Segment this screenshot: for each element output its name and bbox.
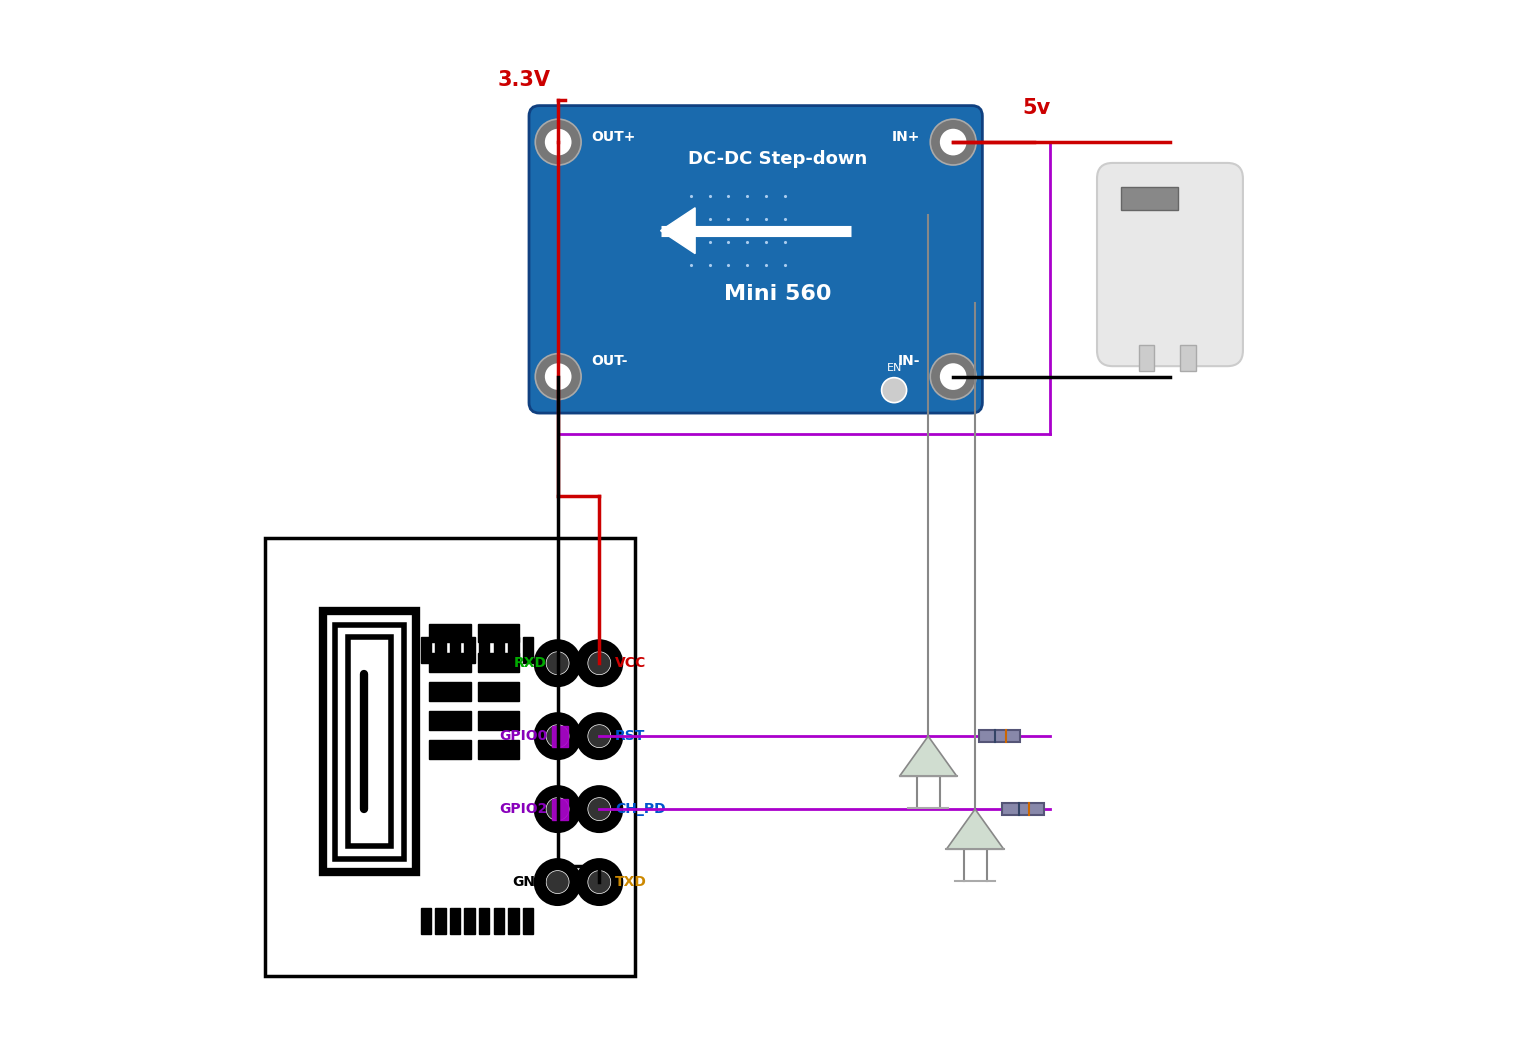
Circle shape [588, 870, 611, 893]
Bar [450, 637, 460, 664]
Circle shape [545, 130, 571, 155]
Bar [435, 908, 446, 934]
Bar [435, 637, 446, 664]
Circle shape [536, 119, 582, 165]
Bar [450, 908, 460, 934]
Text: GPIO0: GPIO0 [499, 729, 547, 743]
Bar [478, 624, 519, 643]
Circle shape [545, 364, 571, 389]
Bar [348, 637, 391, 845]
Bar [322, 611, 417, 872]
Text: RXD: RXD [515, 656, 547, 670]
Circle shape [547, 797, 570, 820]
Bar [1121, 187, 1179, 210]
Bar [493, 908, 504, 934]
Bar [429, 653, 472, 672]
Text: OUT+: OUT+ [591, 130, 635, 144]
Circle shape [941, 130, 965, 155]
Circle shape [588, 797, 611, 820]
Bar [508, 908, 519, 934]
Bar [479, 637, 490, 664]
FancyBboxPatch shape [1096, 163, 1243, 366]
Bar [522, 908, 533, 934]
Polygon shape [661, 208, 695, 254]
Text: TXD: TXD [615, 875, 647, 889]
Bar [421, 637, 431, 664]
Bar [429, 624, 472, 643]
Polygon shape [947, 809, 1003, 850]
Bar [478, 712, 519, 729]
Polygon shape [899, 736, 957, 776]
Text: Mini 560: Mini 560 [724, 284, 831, 304]
Text: 3.3V: 3.3V [498, 70, 551, 90]
Bar [1002, 803, 1044, 815]
Bar [1139, 345, 1154, 371]
Text: GND: GND [513, 875, 547, 889]
Bar [1180, 345, 1196, 371]
Bar [334, 625, 405, 859]
Bar [429, 712, 472, 729]
Circle shape [576, 641, 621, 687]
Circle shape [588, 724, 611, 747]
Text: RST: RST [615, 729, 646, 743]
Circle shape [930, 353, 976, 399]
Circle shape [588, 652, 611, 675]
Bar [553, 798, 568, 819]
Circle shape [536, 353, 582, 399]
Circle shape [534, 714, 580, 759]
Circle shape [547, 652, 570, 675]
Text: OUT-: OUT- [591, 354, 628, 368]
Circle shape [534, 859, 580, 905]
Text: GPIO2: GPIO2 [499, 803, 547, 816]
Bar [464, 908, 475, 934]
Circle shape [576, 714, 621, 759]
Bar [429, 682, 472, 701]
Text: VCC: VCC [615, 656, 646, 670]
Circle shape [534, 786, 580, 832]
Bar [421, 908, 431, 934]
Text: CH_PD: CH_PD [615, 803, 666, 816]
Circle shape [941, 364, 965, 389]
Circle shape [534, 641, 580, 687]
Bar [479, 908, 490, 934]
Circle shape [547, 870, 570, 893]
Text: 5v: 5v [1022, 97, 1051, 118]
Circle shape [881, 377, 907, 402]
Circle shape [576, 859, 621, 905]
Text: IN-: IN- [898, 354, 919, 368]
Text: IN+: IN+ [892, 130, 919, 144]
Bar [266, 538, 635, 976]
Bar [478, 740, 519, 759]
Text: EN: EN [886, 364, 902, 373]
FancyBboxPatch shape [528, 106, 982, 413]
Bar [478, 653, 519, 672]
Circle shape [930, 119, 976, 165]
Bar [553, 725, 568, 746]
Bar [429, 740, 472, 759]
Bar [493, 637, 504, 664]
Bar [522, 637, 533, 664]
Text: DC-DC Step-down: DC-DC Step-down [687, 150, 867, 168]
Bar [979, 729, 1020, 742]
Circle shape [547, 724, 570, 747]
Circle shape [576, 786, 621, 832]
Bar [508, 637, 519, 664]
Bar [478, 682, 519, 701]
Bar [464, 637, 475, 664]
